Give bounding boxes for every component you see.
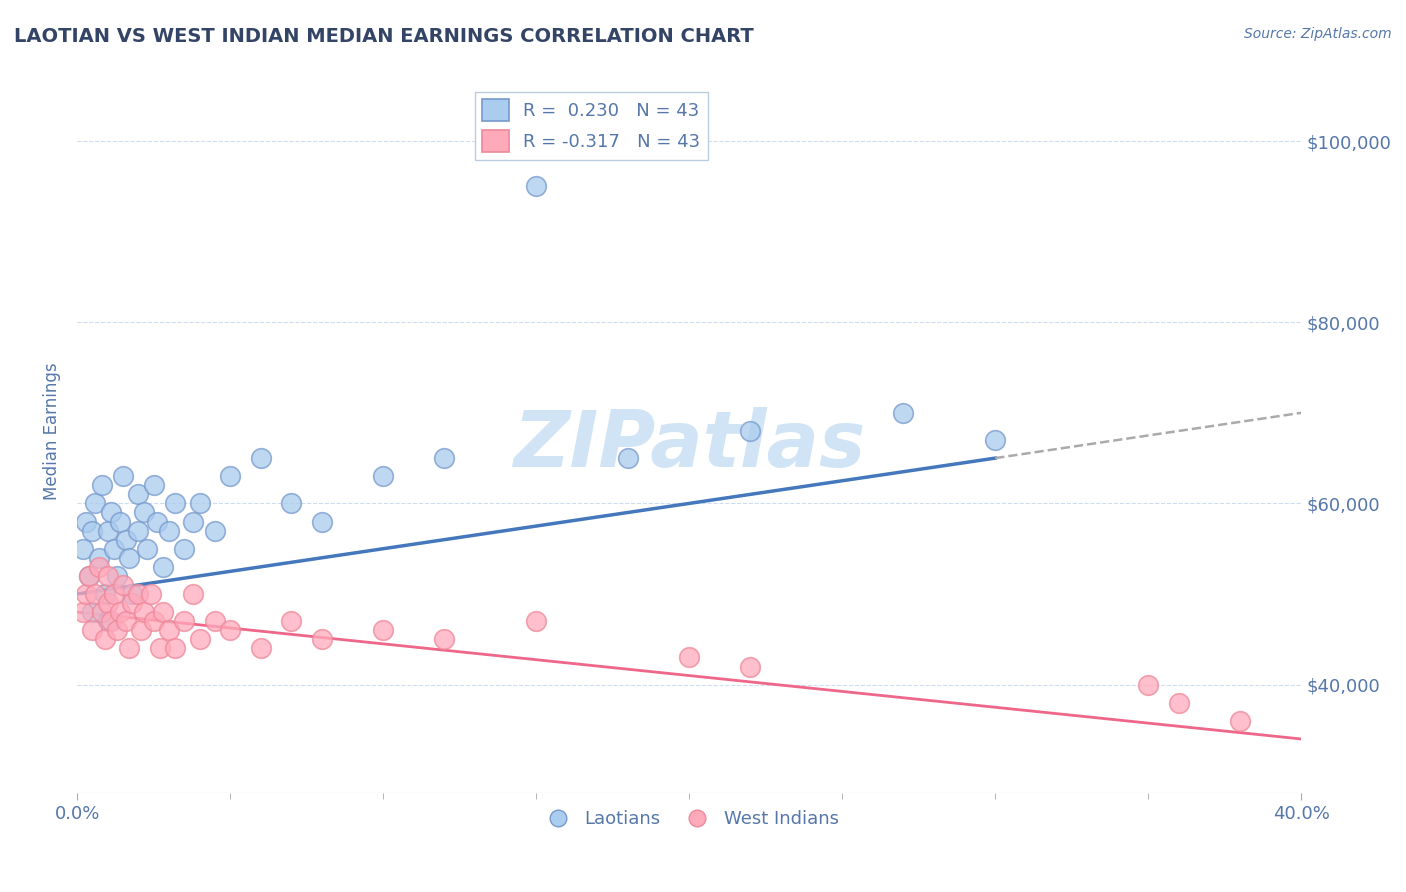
Point xyxy=(105,569,128,583)
Point xyxy=(111,469,134,483)
Point xyxy=(183,587,205,601)
Point xyxy=(127,487,149,501)
Point xyxy=(97,614,120,628)
Point xyxy=(108,605,131,619)
Point xyxy=(97,596,120,610)
Point xyxy=(131,624,153,638)
Point xyxy=(152,559,174,574)
Point xyxy=(136,541,159,556)
Point xyxy=(183,515,205,529)
Point xyxy=(280,496,302,510)
Point xyxy=(118,641,141,656)
Point xyxy=(115,614,138,628)
Point xyxy=(97,524,120,538)
Point xyxy=(433,451,456,466)
Point xyxy=(82,524,104,538)
Text: ZIPatlas: ZIPatlas xyxy=(513,408,865,483)
Point xyxy=(115,533,138,547)
Point xyxy=(72,605,94,619)
Point xyxy=(219,469,242,483)
Point xyxy=(984,433,1007,447)
Point xyxy=(373,469,395,483)
Point xyxy=(93,587,115,601)
Point xyxy=(72,541,94,556)
Point xyxy=(524,179,547,194)
Point xyxy=(433,632,456,647)
Point xyxy=(173,541,195,556)
Point xyxy=(127,524,149,538)
Point xyxy=(152,605,174,619)
Point xyxy=(84,496,107,510)
Point xyxy=(108,515,131,529)
Text: LAOTIAN VS WEST INDIAN MEDIAN EARNINGS CORRELATION CHART: LAOTIAN VS WEST INDIAN MEDIAN EARNINGS C… xyxy=(14,27,754,45)
Point xyxy=(163,496,186,510)
Point xyxy=(157,624,180,638)
Point xyxy=(1137,678,1160,692)
Point xyxy=(617,451,640,466)
Point xyxy=(75,587,97,601)
Point xyxy=(142,478,165,492)
Point xyxy=(127,587,149,601)
Point xyxy=(90,605,112,619)
Point xyxy=(75,515,97,529)
Point xyxy=(280,614,302,628)
Point xyxy=(118,550,141,565)
Point xyxy=(204,614,226,628)
Point xyxy=(79,569,101,583)
Point xyxy=(142,614,165,628)
Point xyxy=(79,569,101,583)
Point xyxy=(121,596,143,610)
Point xyxy=(157,524,180,538)
Point xyxy=(145,515,167,529)
Point xyxy=(82,624,104,638)
Point xyxy=(100,614,122,628)
Point xyxy=(1229,714,1251,728)
Point xyxy=(188,496,211,510)
Point xyxy=(97,569,120,583)
Point xyxy=(87,550,110,565)
Point xyxy=(87,559,110,574)
Point xyxy=(93,632,115,647)
Point xyxy=(84,587,107,601)
Point xyxy=(249,451,271,466)
Point xyxy=(163,641,186,656)
Point xyxy=(219,624,242,638)
Point xyxy=(311,515,333,529)
Point xyxy=(740,424,762,438)
Point xyxy=(139,587,162,601)
Point xyxy=(100,506,122,520)
Point xyxy=(105,624,128,638)
Point xyxy=(524,614,547,628)
Point xyxy=(103,541,125,556)
Point xyxy=(893,406,915,420)
Point xyxy=(311,632,333,647)
Point xyxy=(90,478,112,492)
Point xyxy=(173,614,195,628)
Point xyxy=(188,632,211,647)
Point xyxy=(204,524,226,538)
Point xyxy=(82,605,104,619)
Text: Source: ZipAtlas.com: Source: ZipAtlas.com xyxy=(1244,27,1392,41)
Point xyxy=(111,578,134,592)
Point xyxy=(134,605,156,619)
Point xyxy=(373,624,395,638)
Point xyxy=(1167,696,1189,710)
Y-axis label: Median Earnings: Median Earnings xyxy=(44,362,60,500)
Point xyxy=(103,587,125,601)
Point xyxy=(121,587,143,601)
Point xyxy=(134,506,156,520)
Point xyxy=(249,641,271,656)
Point xyxy=(149,641,172,656)
Point xyxy=(678,650,700,665)
Legend: Laotians, West Indians: Laotians, West Indians xyxy=(533,803,846,835)
Point xyxy=(740,659,762,673)
